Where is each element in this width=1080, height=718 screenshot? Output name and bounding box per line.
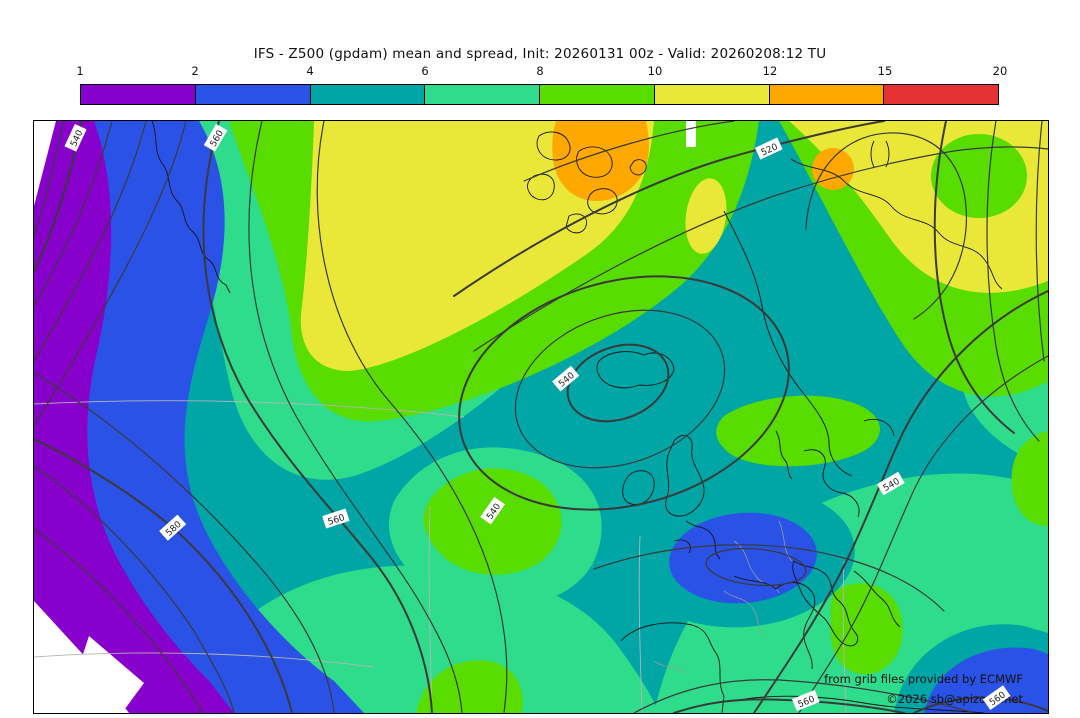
weather-map-canvas: from grib files provided by ECMWF ©2026 … xyxy=(34,121,1048,713)
colorbar-tick-label: 6 xyxy=(421,64,429,78)
colorbar-tick-label: 10 xyxy=(647,64,663,78)
colorbar-segment xyxy=(654,85,770,104)
chart-title: IFS - Z500 (gpdam) mean and spread, Init… xyxy=(253,46,827,62)
spread-fill-orange xyxy=(552,121,854,202)
colorbar-tick-label: 20 xyxy=(992,64,1008,78)
colorbar-segment xyxy=(769,85,885,104)
map-nodata-mask xyxy=(34,121,696,713)
height-contours-thin xyxy=(34,121,1048,713)
colorbar-tick-row: 1 2 4 6 8 10 12 15 20 xyxy=(76,64,1007,80)
colorbar-tick-label: 2 xyxy=(191,64,199,78)
coastline-paths xyxy=(151,121,1003,713)
spread-fill-green-corner-patch xyxy=(931,134,1027,218)
spread-fill-purple xyxy=(34,121,234,713)
colorbar-tick-label: 15 xyxy=(877,64,893,78)
colorbar-segment xyxy=(540,85,655,104)
colorbar-tick-label: 4 xyxy=(306,64,314,78)
attribution-line1: from grib files provided by ECMWF xyxy=(824,672,1023,686)
colorbar-tick-label: 8 xyxy=(536,64,544,78)
map-frame: from grib files provided by ECMWF ©2026 … xyxy=(33,120,1049,714)
colorbar-tick-label: 12 xyxy=(762,64,778,78)
colorbar-tick-label: 1 xyxy=(76,64,84,78)
colorbar-segment xyxy=(310,85,426,104)
colorbar-bar xyxy=(80,84,999,105)
colorbar: 1 2 4 6 8 10 12 15 20 xyxy=(76,64,1007,108)
colorbar-segment xyxy=(884,85,998,104)
colorbar-segment xyxy=(195,85,311,104)
colorbar-segment xyxy=(425,85,540,104)
colorbar-segment xyxy=(81,85,196,104)
